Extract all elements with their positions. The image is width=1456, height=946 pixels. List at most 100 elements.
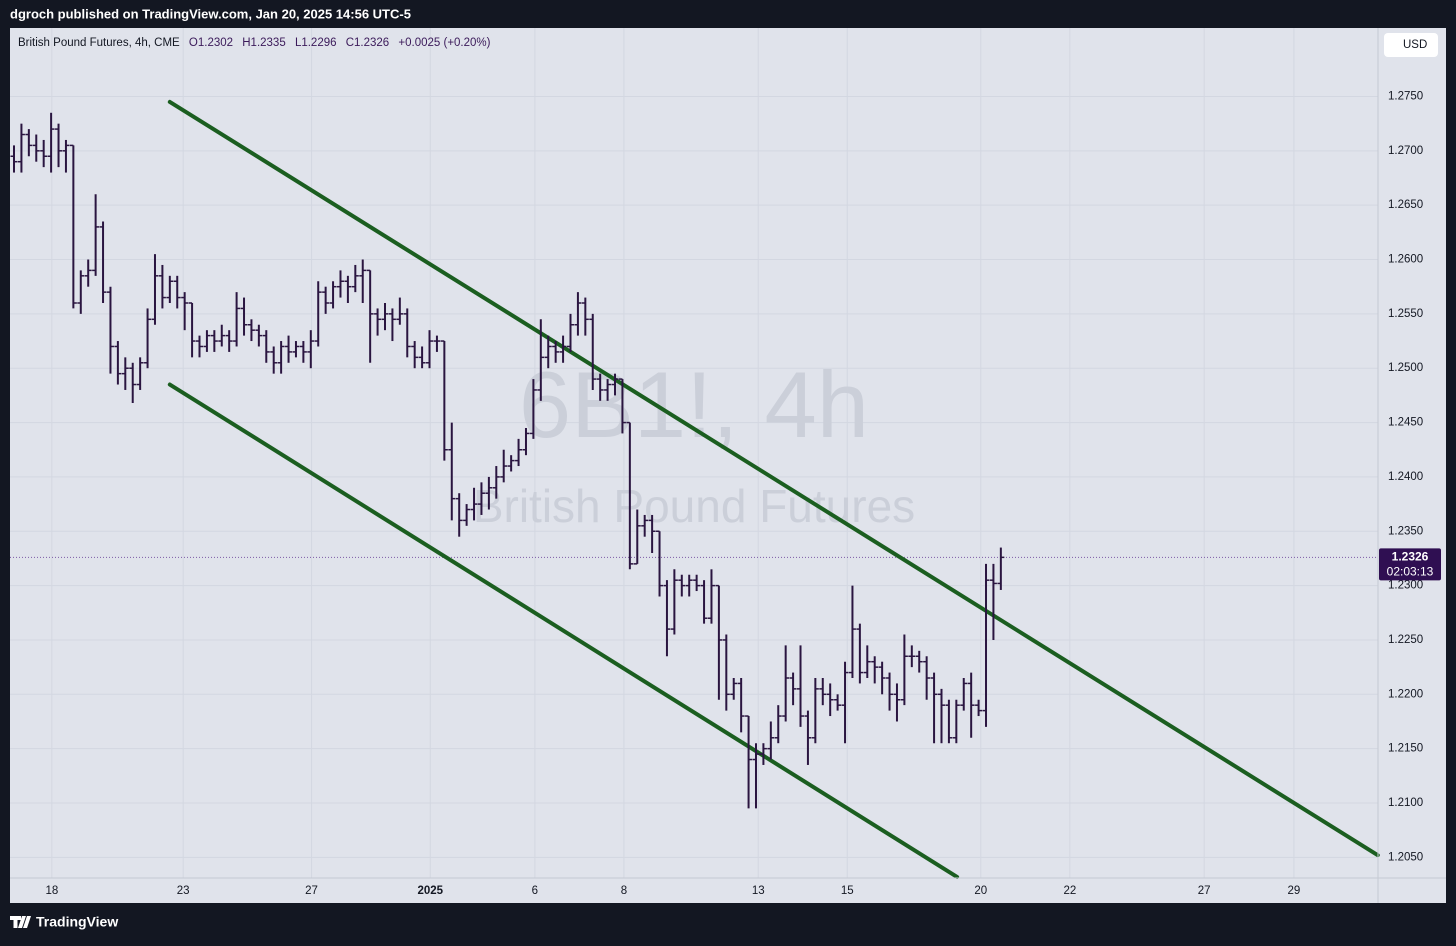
ohlc-bar [84,259,92,287]
ohlc-bar [819,678,827,706]
ohlc-bar [492,466,500,499]
ohlc-bar [196,335,204,358]
ohlc-bar [908,645,916,668]
ohlc-bar [789,672,797,706]
ohlc-bar [433,335,441,352]
ohlc-bar [559,335,567,363]
ohlc-bar [233,292,241,347]
ohlc-bar [552,341,560,363]
legend-change: +0.0025 (+0.20%) [398,37,490,49]
trend-line [167,99,1380,858]
last-price: 1.2326 [1392,550,1429,564]
ohlc-bar [77,270,85,314]
ohlc-bar [314,281,322,347]
legend: British Pound Futures, 4h, CME O1.2302 H… [18,37,491,49]
ohlc-bar [745,715,753,809]
ohlc-bar [752,743,760,809]
watermark-name: British Pound Futures [473,480,915,532]
ohlc-bar [455,493,463,537]
ohlc-bar [515,438,523,467]
ohlc-bar [292,341,300,358]
ohlc-bar [633,509,641,565]
brand: TradingView [10,914,118,930]
y-tick-label: 1.2400 [1388,471,1423,483]
brand-logo [10,916,31,928]
ohlc-bar [566,313,574,352]
ohlc-bar [285,335,293,363]
ohlc-bar [329,281,337,309]
ohlc-bar [240,297,248,336]
ohlc-bar [440,340,448,461]
currency-box[interactable] [1384,33,1438,57]
ohlc-bar [626,421,634,570]
ohlc-bar [359,259,367,303]
ohlc-bar [826,683,834,717]
ohlc-bar [759,743,767,765]
ohlc-bar [255,324,263,347]
ohlc-bar [374,308,382,336]
brand-name: TradingView [36,914,118,930]
ohlc-bar [485,476,493,510]
ohlc-bar [322,286,330,314]
x-tick-label: 8 [621,885,627,897]
y-tick-label: 1.2700 [1388,145,1423,157]
price-label-box [1379,548,1441,581]
ohlc-bar [923,656,931,700]
ohlc-bar [418,346,426,369]
ohlc-bar [537,319,545,401]
y-tick-label: 1.2750 [1388,91,1423,103]
ohlc-bar [218,324,226,347]
ohlc-bar [656,530,664,597]
ohlc-bar [106,286,114,374]
ohlc-bar [960,678,968,711]
ohlc-bar [477,482,485,515]
ohlc-bar [797,645,805,727]
y-tick-label: 1.2200 [1388,688,1423,700]
ohlc-bar [173,275,181,309]
x-tick-label: 23 [177,885,190,897]
ohlc-bar [507,455,515,472]
ohlc-bar [522,428,530,456]
y-tick-label: 1.2600 [1388,254,1423,266]
legend-line: British Pound Futures, 4h, CME O1.2302 H… [18,37,491,49]
ohlc-bar [648,514,656,553]
ohlc-bar [121,357,129,390]
currency[interactable]: USD [1403,39,1427,51]
ohlc-bar [604,379,612,401]
ohlc-bar [270,346,278,374]
ohlc-bar [989,563,997,640]
ohlc-bar [685,574,693,597]
ohlc-bar [982,563,990,727]
ohlc-bar [463,504,471,526]
ohlc-bar [722,634,730,711]
x-tick-label: 29 [1288,885,1301,897]
legend-open: O1.2302 [189,37,233,49]
ohlc-bar [188,302,196,358]
ohlc-bar [299,341,307,363]
ohlc-bar [62,139,70,173]
ohlc-bar [871,656,879,684]
ohlc-bar [900,634,908,706]
ohlc-bar [388,308,396,342]
y-tick-label: 1.2050 [1388,851,1423,863]
ohlc-bar [40,139,48,168]
countdown: 02:03:13 [1387,565,1434,579]
ohlc-bar [678,574,686,597]
y-tick-label: 1.2300 [1388,580,1423,592]
y-tick-label: 1.2250 [1388,634,1423,646]
ohlc-bar [396,297,404,325]
ohlc-bar [937,688,945,744]
ohlc-bar [930,672,938,744]
ohlc-bar [426,330,434,369]
ohlc-bar [25,129,33,157]
trend-line [167,382,960,879]
ohlc-bar [767,721,775,760]
ohlc-bar [381,303,389,331]
y-tick-label: 1.2450 [1388,417,1423,429]
x-tick-label: 15 [841,885,854,897]
ohlc-bar [144,308,152,369]
ohlc-bar [811,678,819,744]
ohlc-bar [841,661,849,744]
ohlc-bar [693,574,701,592]
ohlc-bar [32,134,40,162]
